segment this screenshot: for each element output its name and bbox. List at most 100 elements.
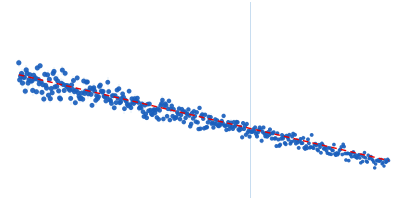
Point [327,147,334,150]
Point [211,122,218,125]
Point [177,118,183,121]
Point [56,89,62,92]
Point [294,139,300,142]
Point [372,162,379,166]
Point [61,89,68,92]
Point [382,158,388,161]
Point [83,81,90,84]
Point [253,132,259,136]
Point [384,158,391,161]
Point [231,121,237,124]
Point [356,153,362,156]
Point [65,84,71,87]
Point [310,146,316,149]
Point [241,127,247,131]
Point [266,133,272,137]
Point [386,159,392,162]
Point [292,133,298,136]
Point [213,122,220,126]
Point [135,101,142,104]
Point [35,78,42,81]
Point [358,154,365,157]
Point [380,161,386,164]
Point [341,145,347,148]
Point [62,72,68,75]
Point [372,166,378,169]
Point [338,145,344,148]
Point [220,114,227,117]
Point [166,99,172,103]
Point [202,113,208,116]
Point [69,88,76,91]
Point [375,158,382,161]
Point [304,147,310,150]
Point [316,143,322,146]
Point [351,155,358,158]
Point [42,84,49,87]
Point [82,89,89,93]
Point [326,152,332,155]
Point [320,143,326,147]
Point [281,135,287,138]
Point [263,131,270,135]
Point [149,113,156,116]
Point [357,156,363,160]
Point [113,101,119,104]
Point [129,97,135,100]
Point [222,124,229,127]
Point [85,92,92,95]
Point [171,117,178,120]
Point [353,156,359,159]
Point [94,94,100,97]
Point [162,102,168,105]
Point [282,143,289,146]
Point [272,137,278,140]
Point [319,142,325,145]
Point [284,134,290,137]
Point [167,118,173,122]
Point [280,137,286,140]
Point [47,97,54,100]
Point [157,104,164,107]
Point [264,135,270,138]
Point [178,113,184,117]
Point [136,107,142,110]
Point [121,107,128,110]
Point [118,100,124,103]
Point [133,100,140,103]
Point [106,98,113,101]
Point [270,131,277,134]
Point [268,132,274,135]
Point [296,140,303,143]
Point [36,82,42,85]
Point [324,152,331,155]
Point [19,81,26,85]
Point [250,128,256,131]
Point [100,90,106,93]
Point [163,104,169,107]
Point [307,146,313,149]
Point [225,121,232,124]
Point [68,97,74,100]
Point [252,126,258,129]
Point [150,109,156,112]
Point [308,133,315,137]
Point [28,79,34,82]
Point [323,149,330,152]
Point [212,118,218,121]
Point [190,117,196,120]
Point [117,101,123,104]
Point [254,135,260,138]
Point [118,97,125,100]
Point [298,142,305,145]
Point [226,128,232,131]
Point [328,153,334,156]
Point [116,87,122,90]
Point [38,80,44,83]
Point [284,136,291,139]
Point [287,142,294,145]
Point [87,86,93,89]
Point [273,144,280,148]
Point [311,143,318,146]
Point [365,154,372,157]
